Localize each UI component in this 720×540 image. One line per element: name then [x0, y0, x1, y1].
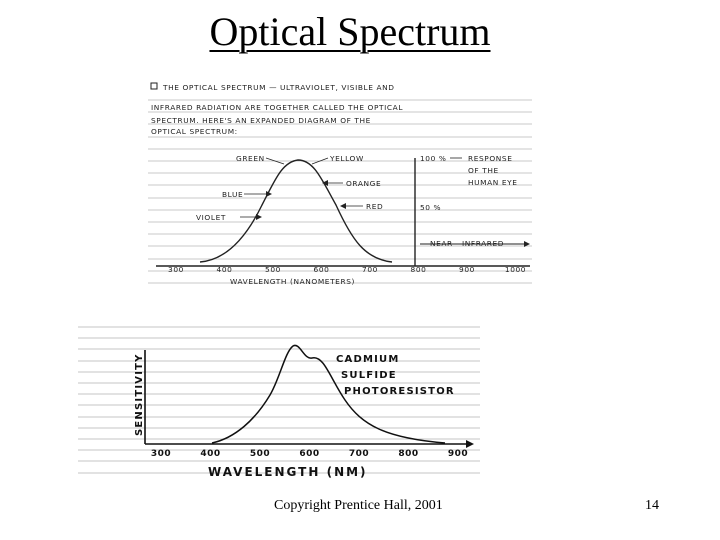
arrowhead-icon: [524, 241, 530, 247]
tick-label: 600: [299, 449, 319, 459]
notebook-paper: [148, 82, 532, 287]
tick-label: 400: [200, 449, 220, 459]
tick-label: 700: [349, 449, 369, 459]
label-response-2: OF THE: [468, 166, 499, 175]
intro-line-1: THE OPTICAL SPECTRUM — ULTRAVIOLET, VISI…: [162, 83, 395, 92]
arrowhead-icon: [266, 191, 272, 197]
tick-label: 900: [448, 449, 468, 459]
yellow-pointer: [311, 157, 329, 165]
arrowhead-icon: [466, 440, 474, 448]
tick-labels: 300 400 500 600 700 800 900: [151, 449, 468, 459]
tick-label: 300: [168, 265, 184, 274]
curve-label-1: CADMIUM: [336, 354, 400, 365]
intro-line-3: SPECTRUM. HERE'S AN EXPANDED DIAGRAM OF …: [151, 116, 371, 125]
curve-label-3: PHOTORESISTOR: [344, 386, 455, 397]
tick-label: 300: [151, 449, 171, 459]
label-yellow: YELLOW: [329, 154, 364, 163]
intro-line-2: INFRARED RADIATION ARE TOGETHER CALLED T…: [151, 103, 403, 112]
copyright-footer: Copyright Prentice Hall, 2001: [274, 498, 443, 513]
sensitivity-curve: [211, 344, 446, 444]
tick-label: 700: [362, 265, 378, 274]
label-orange: ORANGE: [346, 179, 381, 188]
checkbox-icon: [150, 82, 158, 90]
tick-label: 500: [250, 449, 270, 459]
tick-label: 900: [459, 265, 475, 274]
arrowhead-icon: [256, 214, 262, 220]
axis-label-wavelength: WAVELENGTH (NANOMETERS): [230, 277, 355, 286]
arrowhead-icon: [322, 180, 328, 186]
green-pointer: [265, 157, 285, 165]
arrowhead-icon: [340, 203, 346, 209]
intro-line-4: OPTICAL SPECTRUM:: [151, 127, 238, 136]
tick-label: 800: [411, 265, 427, 274]
eye-response-figure: THE OPTICAL SPECTRUM — ULTRAVIOLET, VISI…: [148, 82, 532, 287]
tick-label: 500: [265, 265, 281, 274]
photoresistor-figure: SENSITIVITY CADMIUM SULFIDE PHOTORESISTO…: [78, 325, 480, 481]
tick-labels: 300 400 500 600 700 800 900 1000: [168, 265, 526, 274]
label-green: GREEN: [236, 154, 265, 163]
label-50-percent: 50 %: [420, 203, 441, 212]
tick-label: 1000: [505, 265, 526, 274]
slide-title: Optical Spectrum: [209, 9, 491, 54]
eye-response-curve: [199, 159, 393, 263]
tick-label: 600: [314, 265, 330, 274]
label-response-3: HUMAN EYE: [468, 178, 518, 187]
page-number: 14: [645, 498, 659, 513]
tick-label: 400: [217, 265, 233, 274]
curve-label-2: SULFIDE: [341, 370, 397, 381]
label-100-percent: 100 %: [420, 154, 446, 163]
label-red: RED: [366, 202, 383, 211]
label-violet: VIOLET: [196, 213, 226, 222]
tick-label: 800: [398, 449, 418, 459]
axis-label-wavelength-nm: WAVELENGTH (NM): [208, 465, 368, 479]
label-blue: BLUE: [222, 190, 243, 199]
label-near-infrared: NEAR - INFRARED: [430, 239, 504, 248]
axis-label-sensitivity: SENSITIVITY: [134, 353, 145, 436]
label-response-1: RESPONSE: [468, 154, 512, 163]
ruled-lines: [148, 99, 532, 284]
